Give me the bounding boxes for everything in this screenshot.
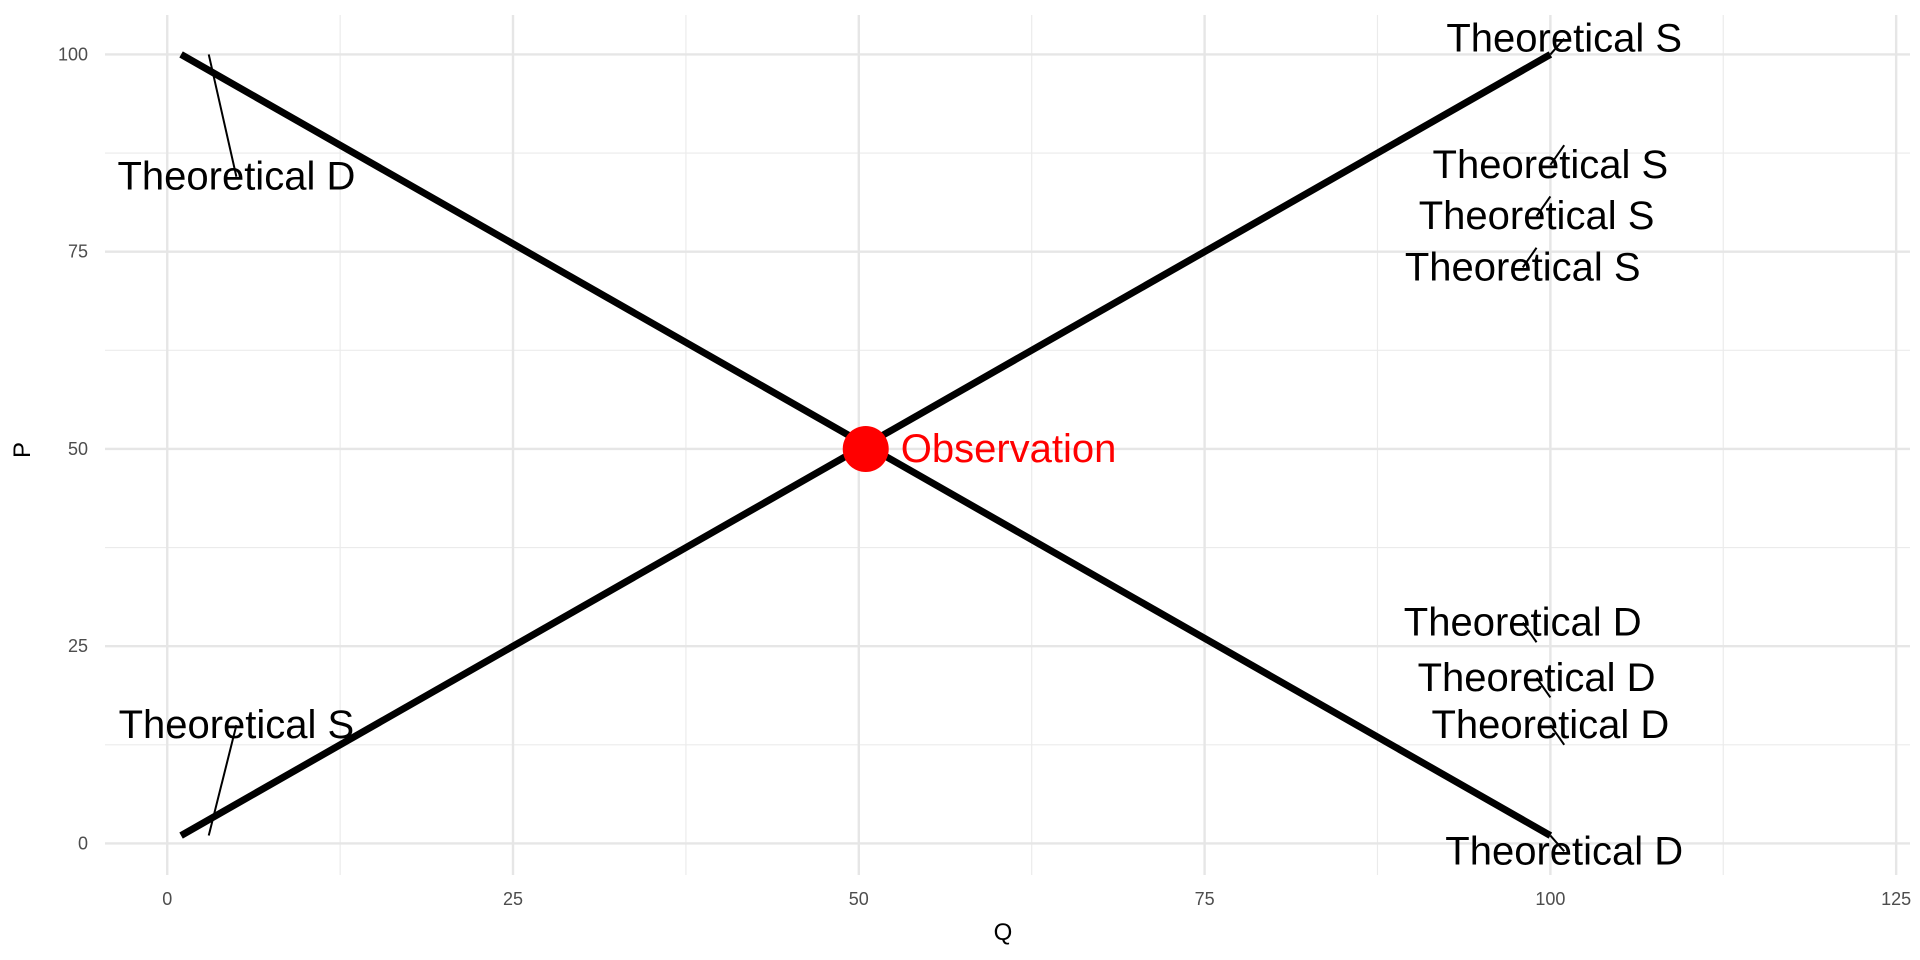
annotation-leader-line: [1549, 144, 1566, 166]
annotation-leader-line: [1535, 195, 1552, 217]
annotation-label: Theoretical D: [117, 155, 355, 199]
annotation-leader-line: [1535, 677, 1552, 699]
x-tick-label: 0: [162, 889, 172, 909]
x-tick-label: 75: [1195, 889, 1215, 909]
y-tick-label: 100: [58, 44, 88, 64]
y-tick-label: 50: [68, 439, 88, 459]
annotation-label: Theoretical D: [1404, 601, 1642, 645]
annotation-label: Theoretical D: [1445, 829, 1683, 873]
y-axis-title: P: [9, 442, 36, 458]
observation-label: Observation: [901, 427, 1117, 471]
annotation-label: Theoretical S: [119, 703, 355, 747]
annotation-label: Theoretical D: [1431, 703, 1669, 747]
annotation-leader-line: [1521, 247, 1538, 269]
x-tick-label: 125: [1881, 889, 1911, 909]
annotation-leader-line: [207, 54, 238, 177]
annotation-label: Theoretical S: [1419, 194, 1655, 238]
annotation-leader-line: [1521, 621, 1538, 643]
x-tick-label: 25: [503, 889, 523, 909]
annotation-label: Theoretical D: [1418, 656, 1656, 700]
annotation-leader-line: [1549, 38, 1565, 56]
x-axis-title: Q: [994, 919, 1013, 946]
y-tick-label: 0: [78, 833, 88, 853]
annotation-leader-line: [1549, 834, 1565, 852]
annotation-leader-line: [207, 724, 238, 836]
annotation-label: Theoretical S: [1433, 143, 1669, 187]
annotation-leader-line: [1549, 724, 1566, 746]
x-tick-label: 100: [1535, 889, 1565, 909]
y-tick-label: 75: [68, 242, 88, 262]
annotation-label: Theoretical S: [1405, 245, 1641, 289]
observation-point: [842, 425, 889, 472]
annotation-label: Theoretical S: [1446, 17, 1682, 61]
x-tick-label: 50: [849, 889, 869, 909]
y-tick-label: 25: [68, 636, 88, 656]
